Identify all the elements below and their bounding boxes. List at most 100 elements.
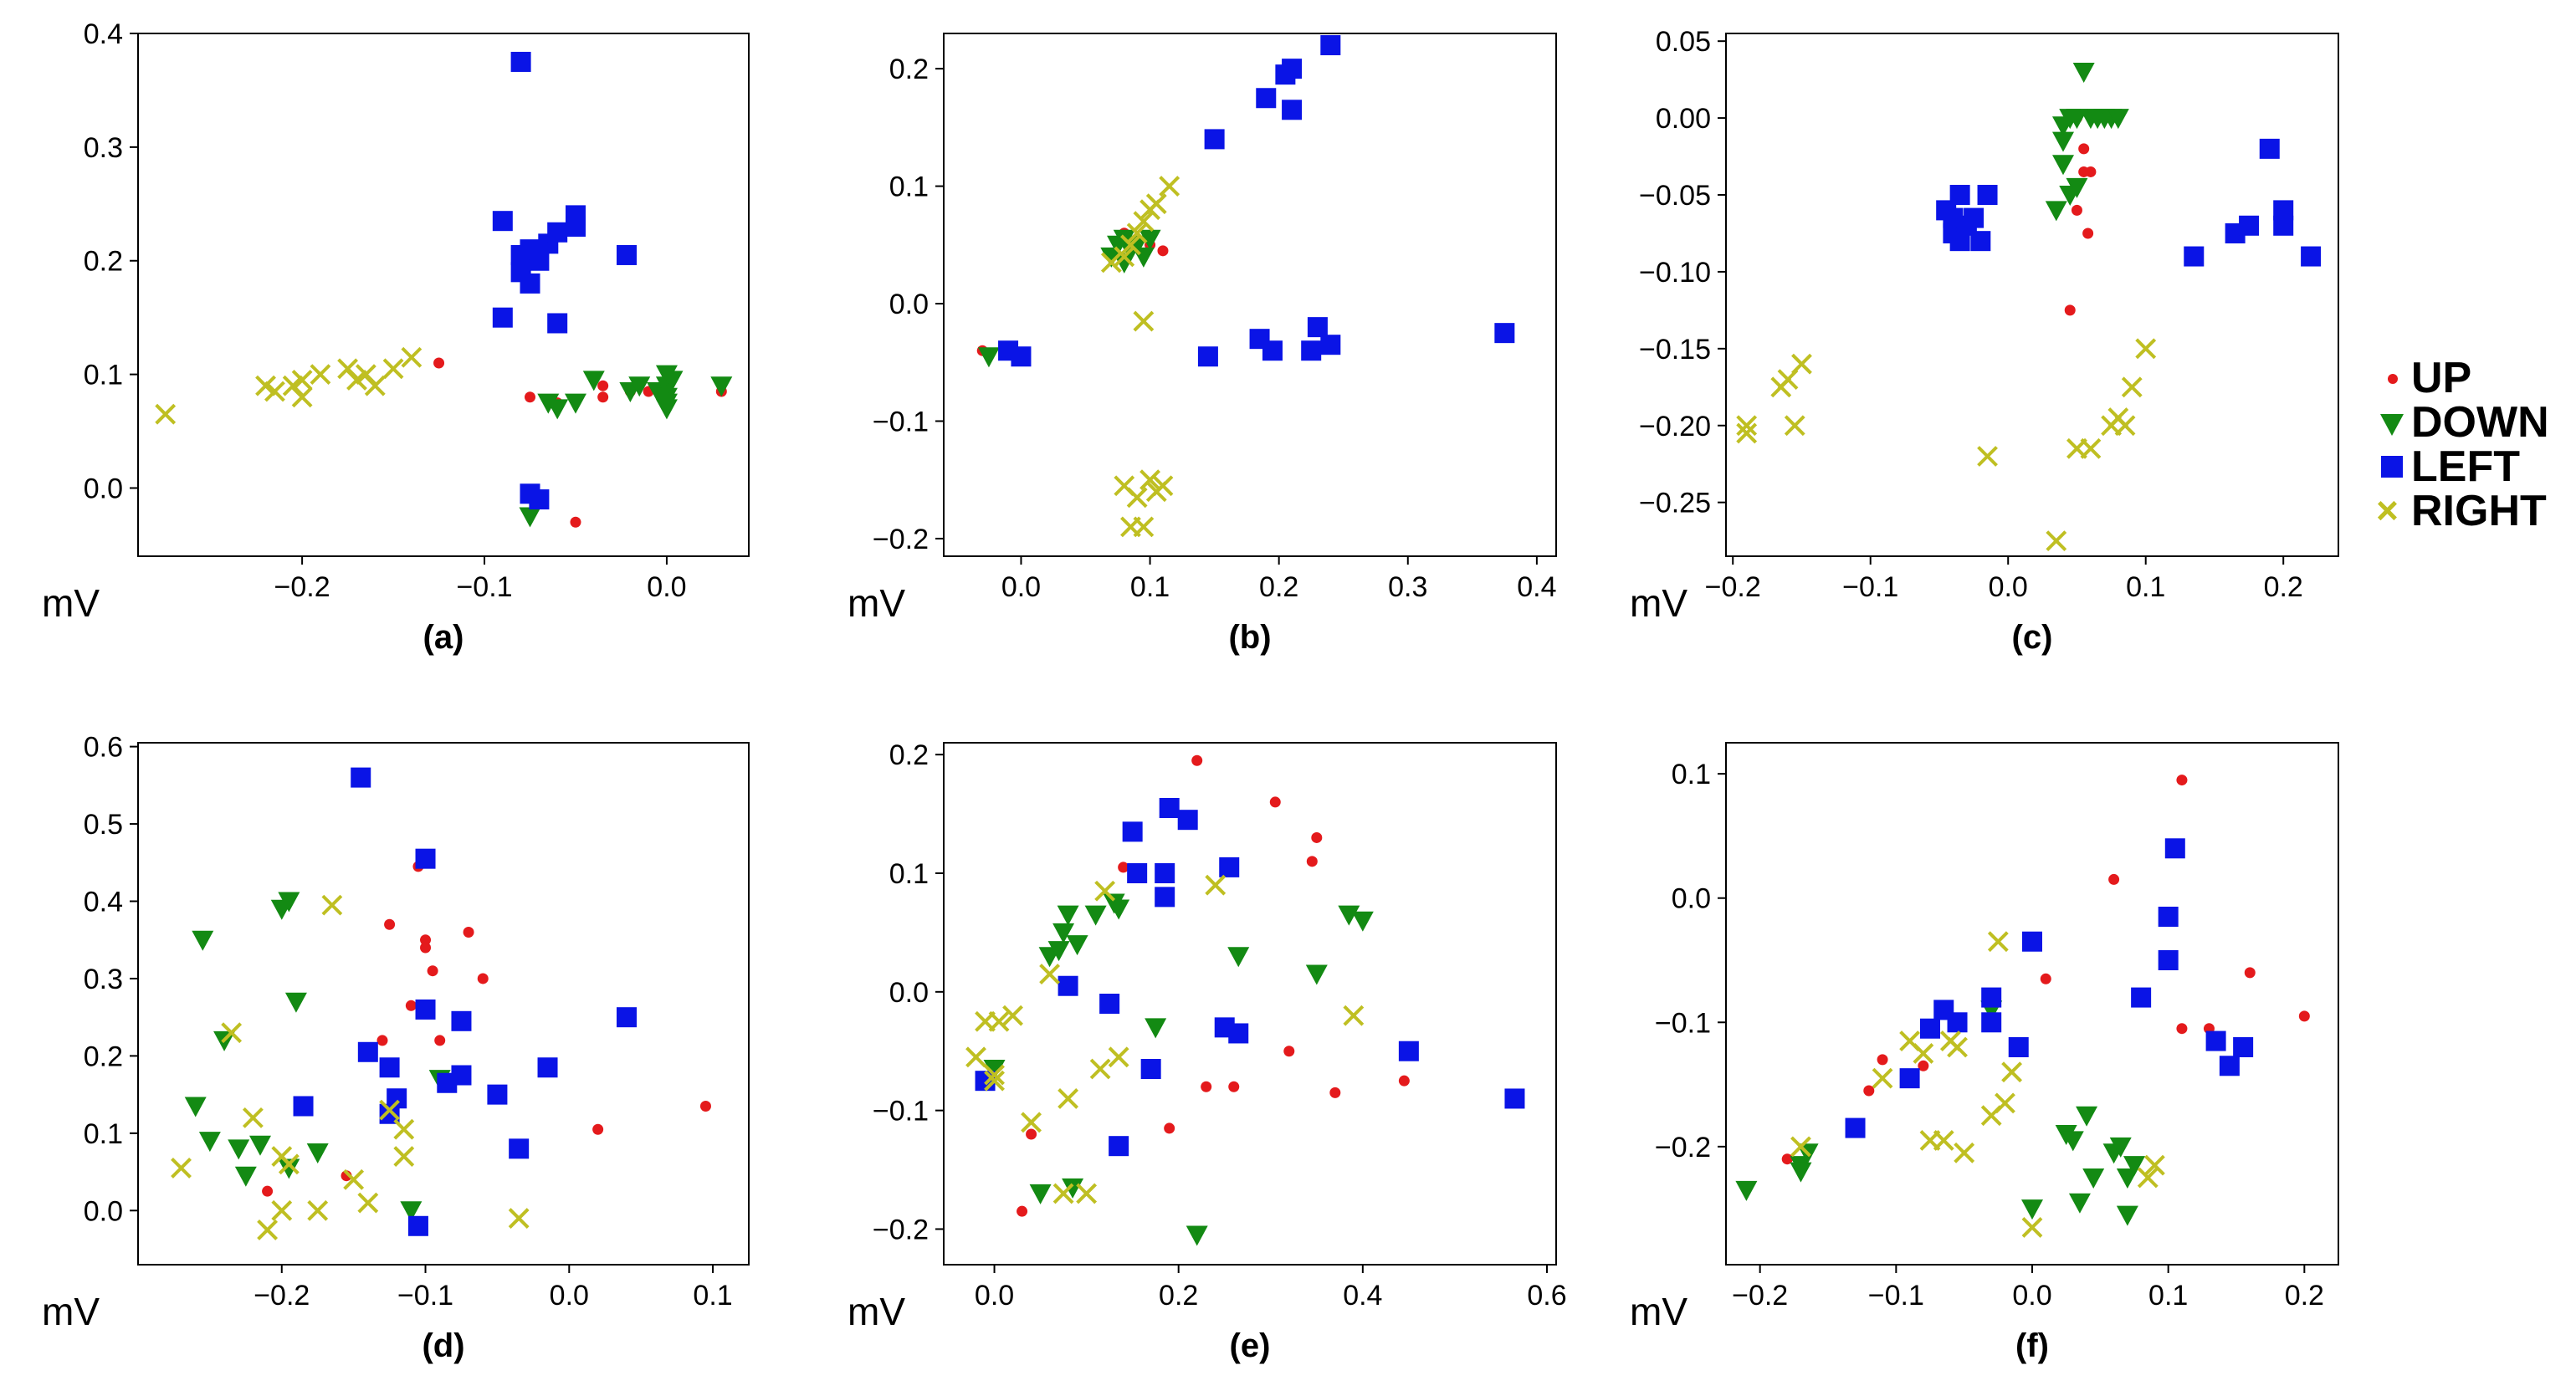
point-down	[537, 393, 560, 414]
point-down	[2116, 1205, 2138, 1226]
panel-label: (e)	[1230, 1327, 1271, 1364]
point-left	[547, 313, 568, 334]
y-tick-label: 0.2	[84, 246, 123, 278]
point-left	[492, 211, 513, 232]
series-up	[433, 357, 727, 528]
point-up	[525, 391, 536, 403]
y-tick-label: −0.2	[873, 524, 929, 555]
plot-frame	[137, 33, 750, 557]
point-up	[477, 973, 489, 984]
point-up	[1017, 1205, 1028, 1217]
point-up	[2071, 204, 2082, 216]
point-right	[988, 1010, 1010, 1032]
point-right	[1089, 1058, 1111, 1080]
y-tick-label: 0.3	[84, 964, 123, 995]
point-left	[379, 1057, 400, 1078]
point-left	[1504, 1088, 1525, 1109]
point-right	[1021, 1112, 1042, 1133]
point-right	[1913, 1043, 1934, 1064]
point-left	[2008, 1037, 2029, 1057]
point-right	[278, 1153, 300, 1175]
point-right	[1791, 353, 1812, 375]
x-tick-label: 0.2	[2264, 571, 2303, 603]
point-right	[401, 346, 423, 368]
point-up	[2085, 166, 2097, 177]
point-left	[1981, 987, 2002, 1008]
plot-frame	[1725, 33, 2339, 557]
point-left	[1981, 1012, 2002, 1033]
legend-marker-left	[2376, 450, 2406, 483]
point-right	[1995, 1092, 2015, 1114]
point-up	[592, 1123, 604, 1135]
axis-unit-label: mV	[42, 581, 100, 625]
point-left	[2219, 1056, 2240, 1076]
y-tick-label: 0.0	[889, 289, 929, 320]
x-tick-label: 0.3	[1388, 571, 1427, 603]
point-up	[570, 516, 581, 528]
legend-marker-right: ×	[2376, 488, 2399, 532]
point-down	[1186, 1225, 1208, 1246]
x-tick-label: 0.1	[2126, 571, 2165, 603]
point-down	[1790, 1162, 1812, 1183]
series-down	[519, 365, 733, 528]
point-up	[2040, 973, 2051, 984]
panel-b: 0.0 0.1 0.2 0.3 0.4 −0.2 −0.1 0.0 0.1 0.2 mV (b)	[848, 33, 1557, 656]
y-tick-label: 0.2	[84, 1041, 123, 1072]
point-down	[519, 507, 541, 528]
point-down	[2066, 109, 2088, 130]
series-right	[1790, 931, 2165, 1238]
panel-c: −0.2 −0.1 0.0 0.1 0.2 −0.25 −0.20 −0.15 −0.10 −0.…	[1630, 26, 2339, 656]
point-down	[2107, 109, 2129, 130]
point-left	[1282, 100, 1303, 120]
point-right	[2080, 437, 2102, 459]
point-right	[508, 1208, 530, 1229]
y-tick-label: 0.2	[889, 54, 929, 85]
x-tick-label: −0.2	[1705, 571, 1761, 603]
point-down	[1062, 1178, 1084, 1199]
point-left	[1920, 1018, 1940, 1039]
panel-label: (c)	[2012, 619, 2053, 656]
series-down	[983, 893, 1374, 1246]
y-tick-label: −0.15	[1639, 334, 1711, 366]
point-left	[451, 1010, 472, 1031]
point-left	[1011, 346, 1032, 367]
point-left	[509, 1138, 530, 1159]
point-down	[278, 892, 300, 913]
series-right	[155, 346, 423, 425]
y-tick-label: −0.2	[1655, 1132, 1711, 1163]
y-tick-label: 0.5	[84, 809, 123, 841]
plot-frame	[137, 742, 750, 1266]
point-up	[427, 965, 438, 977]
series-down	[1735, 1000, 2145, 1226]
y-tick-label: 0.1	[1672, 759, 1711, 790]
point-down	[2052, 131, 2075, 152]
point-right	[364, 375, 386, 396]
point-right	[1133, 516, 1155, 538]
axis-unit-label: mV	[1630, 581, 1687, 625]
point-down	[2021, 1199, 2043, 1220]
series-down	[184, 892, 451, 1222]
point-left	[617, 1007, 637, 1028]
point-up	[376, 1035, 388, 1046]
x-tick-label: −0.1	[1842, 571, 1898, 603]
legend-marker-down	[2376, 406, 2406, 439]
point-down	[546, 399, 569, 420]
y-tick-label: 0.1	[889, 171, 929, 203]
point-up	[597, 380, 609, 391]
series-up	[1017, 754, 1410, 1217]
point-up	[1306, 856, 1318, 867]
point-left	[415, 848, 436, 869]
point-left	[537, 1057, 558, 1078]
x-tick-label: 0.4	[1517, 571, 1556, 603]
x-tick-label: −0.1	[456, 571, 512, 603]
x-tick-label: 0.1	[1130, 571, 1170, 603]
point-right	[2001, 1061, 2023, 1083]
point-right	[257, 1219, 279, 1240]
point-right	[1145, 193, 1167, 215]
point-right	[1343, 1005, 1365, 1026]
point-right	[1947, 1036, 1968, 1058]
point-right	[1052, 1183, 1074, 1204]
point-right	[357, 1192, 379, 1214]
y-tick-label: 0.1	[84, 1118, 123, 1150]
point-down	[284, 992, 307, 1013]
